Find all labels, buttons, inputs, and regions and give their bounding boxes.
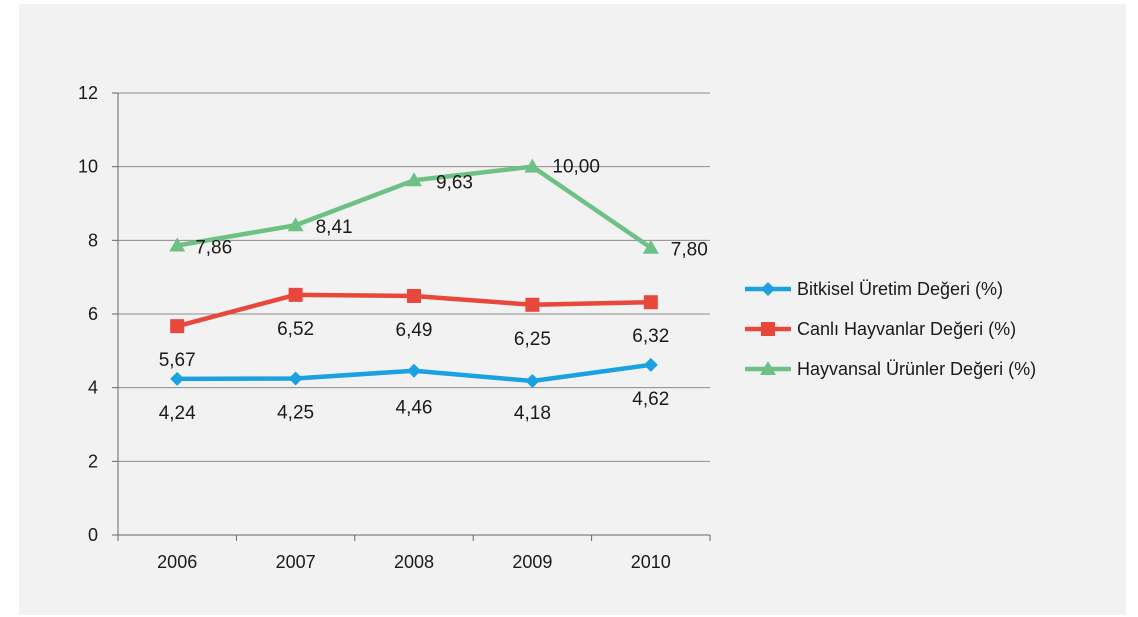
data-point [643,357,658,372]
data-point [642,239,659,254]
x-tick-label: 2009 [512,552,552,572]
data-point [288,371,303,386]
y-tick-label: 12 [78,83,98,103]
legend-item: Canlı Hayvanlar Değeri (%) [745,319,1016,339]
x-tick-label: 2010 [631,552,671,572]
data-point [525,297,540,312]
legend-label: Bitkisel Üretim Değeri (%) [797,279,1003,299]
data-point [525,374,540,389]
data-label: 7,80 [671,240,708,261]
data-label: 8,41 [316,217,353,238]
data-label: 9,63 [436,172,473,193]
x-tick-label: 2007 [276,552,316,572]
data-label: 6,32 [632,326,669,347]
data-label: 4,46 [396,398,433,419]
axes: 0 2 4 6 8 10 12 2006 2007 2008 2009 2010 [78,83,711,572]
data-label: 7,86 [195,237,232,258]
data-label: 6,52 [277,319,314,340]
data-point [407,363,421,378]
data-label: 4,18 [514,403,551,424]
x-tick-label: 2008 [394,552,434,572]
data-labels: 4,24 4,25 4,46 4,18 4,62 5,67 6,52 6,49 6,25 6,32… [159,157,708,424]
x-tick-label: 2006 [157,552,197,572]
legend-label: Canlı Hayvanlar Değeri (%) [797,319,1016,339]
chart-background [19,4,1126,615]
y-tick-label: 2 [88,451,98,471]
data-point [169,237,186,252]
data-label: 5,67 [159,350,196,371]
data-point [170,319,185,334]
y-tick-label: 4 [88,378,98,398]
y-tick-label: 8 [88,230,98,250]
legend-marker [761,282,775,296]
data-point [524,158,541,173]
legend: Bitkisel Üretim Değeri (%) Canlı Hayvanla… [745,279,1036,379]
data-point [170,371,185,386]
data-point [407,288,421,303]
legend-item: Hayvansal Ürünler Değeri (%) [745,359,1036,379]
data-point [288,287,303,302]
legend-label: Hayvansal Ürünler Değeri (%) [797,359,1036,379]
data-label: 4,24 [159,403,196,424]
legend-item: Bitkisel Üretim Değeri (%) [745,279,1003,299]
data-label: 10,00 [552,157,600,178]
y-tick-label: 10 [78,157,98,177]
series-group [169,158,659,389]
y-tick-label: 6 [88,304,98,324]
legend-marker [761,322,775,336]
y-tick-label: 0 [88,525,98,545]
data-label: 6,25 [514,329,551,350]
data-point [406,172,422,187]
data-label: 6,49 [396,320,433,341]
data-label: 4,25 [277,402,314,423]
data-point [287,217,304,232]
legend-marker [760,361,776,375]
data-label: 4,62 [632,389,669,410]
data-point [643,295,658,310]
